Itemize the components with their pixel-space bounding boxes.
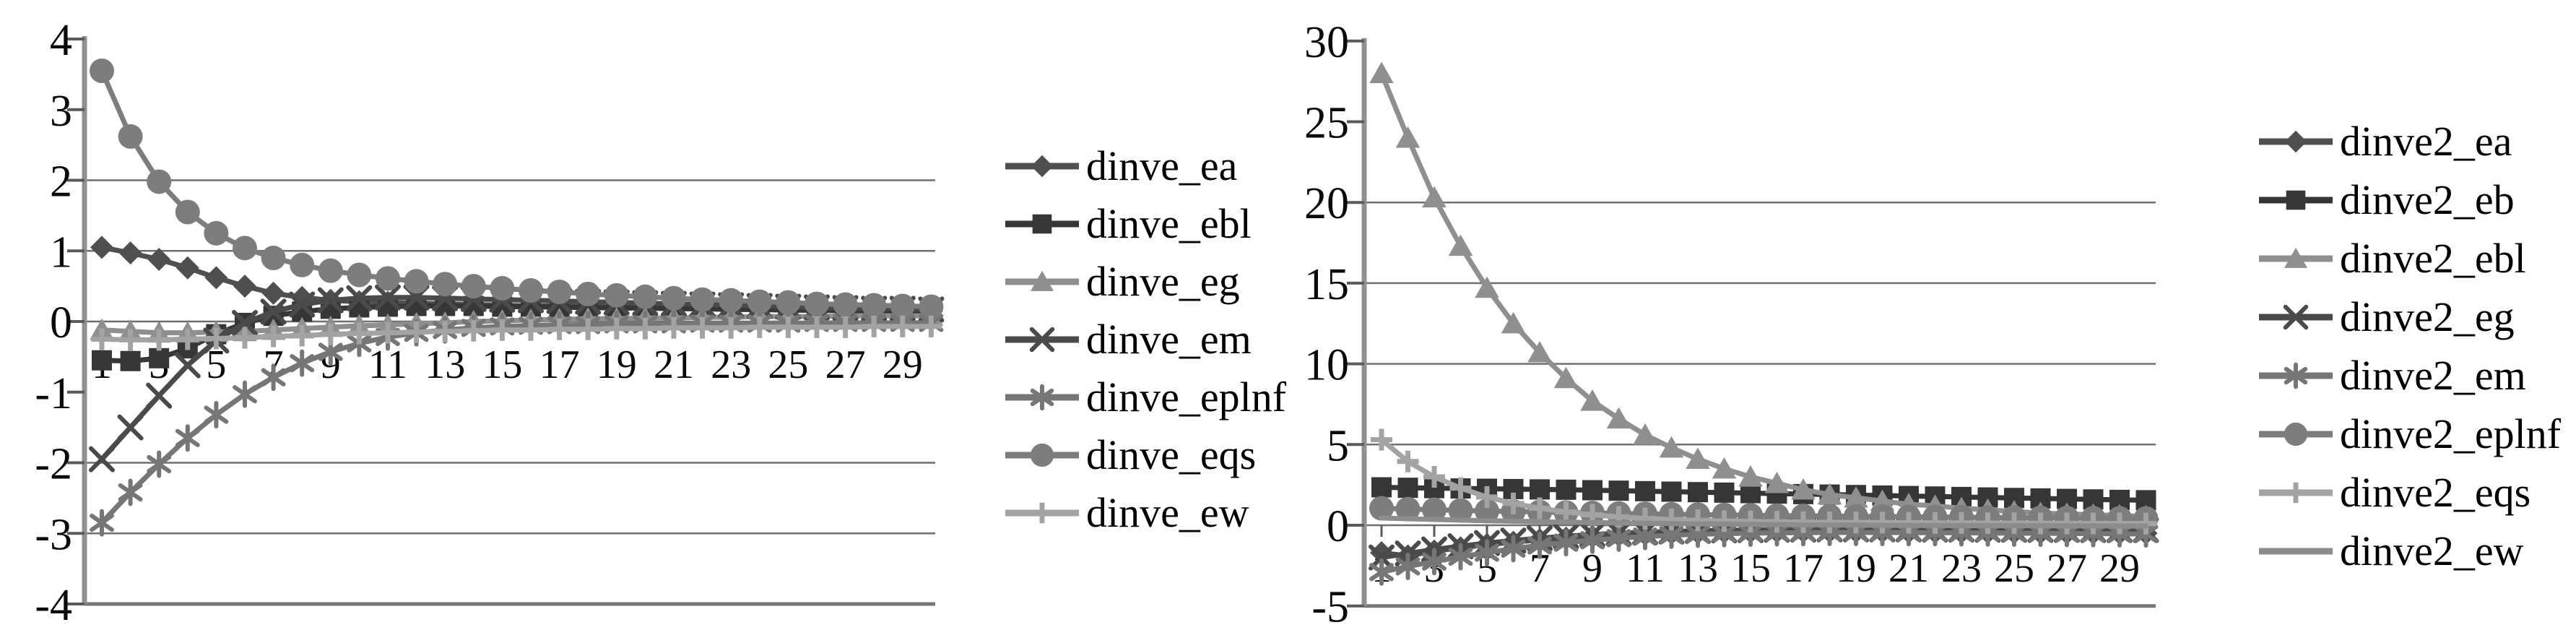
y-tick-label: 30	[1304, 18, 1349, 67]
x-tick-label: 19	[597, 342, 637, 387]
legend-item-dinve2_ebl: dinve2_ebl	[2259, 229, 2561, 288]
series-dinve_ew	[91, 315, 942, 351]
legend-label-dinve2_em: dinve2_em	[2340, 351, 2526, 399]
x-tick-label: 11	[1626, 546, 1665, 591]
legend-label-dinve_ew: dinve_ew	[1086, 489, 1249, 536]
y-tick-label: 0	[1327, 502, 1349, 551]
dinve_ew-legend-marker-icon	[1005, 502, 1079, 524]
x-tick-label: 19	[1836, 546, 1876, 591]
series-dinve2_ebl	[1369, 61, 2159, 527]
y-tick-label: -1	[35, 369, 72, 418]
y-axis-dinve: 4 3 2 1 0 -1 -2 -3 -4	[35, 16, 87, 630]
x-tick-label: 15	[482, 342, 522, 387]
legend-item-dinve2_ea: dinve2_ea	[2259, 112, 2561, 171]
y-tick-label: 1	[50, 228, 72, 277]
series-dinve2_ew	[1379, 515, 2148, 529]
legend-item-dinve_ebl: dinve_ebl	[1005, 195, 1286, 253]
legend-item-dinve_em: dinve_em	[1005, 311, 1286, 368]
dinve2_ea-legend-marker-icon	[2259, 130, 2333, 152]
legend-label-dinve2_ew: dinve2_ew	[2340, 527, 2524, 574]
legend-label-dinve2_ea: dinve2_ea	[2340, 117, 2512, 165]
legend-item-dinve2_em: dinve2_em	[2259, 346, 2561, 405]
x-tick-label: 15	[1730, 546, 1771, 591]
legend-label-dinve2_eg: dinve2_eg	[2340, 293, 2515, 340]
gridlines-dinve2	[1364, 201, 2156, 608]
y-tick-label: 10	[1304, 341, 1349, 390]
y-tick-label: 15	[1304, 260, 1349, 309]
legend-item-dinve2_eplnf: dinve2_eplnf	[2259, 405, 2561, 463]
x-tick-label: 27	[2047, 546, 2087, 591]
dinve2_eb-legend-marker-icon	[2259, 190, 2333, 210]
legend-label-dinve2_eplnf: dinve2_eplnf	[2340, 410, 2562, 457]
x-tick-label: 29	[2099, 546, 2140, 591]
y-tick-label: -4	[35, 581, 72, 630]
x-tick-label: 25	[768, 342, 808, 387]
legend-label-dinve_eplnf: dinve_eplnf	[1086, 374, 1287, 420]
dinve_ea-legend-marker-icon	[1005, 155, 1079, 178]
x-tick-label: 29	[882, 342, 923, 387]
x-tick-label: 17	[539, 342, 580, 387]
legend-item-dinve_ea: dinve_ea	[1005, 137, 1286, 195]
legend-label-dinve_em: dinve_em	[1086, 316, 1252, 363]
legend-item-dinve_eqs: dinve_eqs	[1005, 426, 1286, 484]
series-dinve2_eqs	[1371, 428, 2157, 535]
x-tick-label: 21	[1888, 546, 1929, 591]
x-tick-label: 13	[425, 342, 465, 387]
legend-label-dinve2_eb: dinve2_eb	[2340, 176, 2515, 223]
dinve_eplnf-legend-marker-icon	[1005, 384, 1079, 411]
legend-label-dinve_ea: dinve_ea	[1086, 142, 1238, 189]
left-chart-legend: dinve_ea dinve_ebl dinve_eg dinve_em dinve_e…	[1005, 137, 1286, 542]
legend-label-dinve2_eqs: dinve2_eqs	[2340, 468, 2531, 516]
y-tick-label: -2	[35, 440, 72, 489]
dinve2_eg-legend-marker-icon	[2259, 304, 2333, 329]
x-tick-label: 27	[825, 342, 866, 387]
y-tick-label: 5	[1327, 421, 1349, 470]
dinve_em-legend-marker-icon	[1005, 327, 1079, 353]
y-axis-dinve2: 30 25 20 15 10 5 0 -5	[1304, 18, 1367, 632]
dinve_eqs-legend-marker-icon	[1005, 443, 1079, 467]
legend-item-dinve_ew: dinve_ew	[1005, 484, 1286, 542]
y-tick-label: -3	[35, 510, 72, 559]
series-dinve_eqs	[90, 58, 944, 319]
dinve2_eqs-legend-marker-icon	[2259, 482, 2333, 503]
legend-item-dinve2_ew: dinve2_ew	[2259, 522, 2561, 580]
x-tick-label: 25	[1994, 546, 2034, 591]
x-tick-label: 23	[1941, 546, 1982, 591]
y-tick-label: -5	[1311, 583, 1349, 632]
x-tick-label: 23	[711, 342, 751, 387]
legend-item-dinve2_eqs: dinve2_eqs	[2259, 463, 2561, 522]
y-tick-label: 20	[1304, 179, 1349, 228]
x-tick-label: 17	[1783, 546, 1823, 591]
dinve2_ebl-legend-marker-icon	[2259, 247, 2333, 268]
x-tick-label: 13	[1678, 546, 1718, 591]
legend-item-dinve_eplnf: dinve_eplnf	[1005, 368, 1286, 426]
legend-label-dinve_eg: dinve_eg	[1086, 258, 1240, 305]
legend-item-dinve_eg: dinve_eg	[1005, 253, 1286, 311]
legend-item-dinve2_eg: dinve2_eg	[2259, 288, 2561, 346]
y-tick-label: 3	[50, 87, 72, 136]
dinve2_ew-legend-marker-icon	[2259, 548, 2333, 554]
y-tick-label: 0	[50, 298, 72, 348]
legend-label-dinve2_ebl: dinve2_ebl	[2340, 234, 2526, 282]
dinve_ebl-legend-marker-icon	[1005, 214, 1079, 234]
dinve2_em-legend-marker-icon	[2259, 362, 2333, 389]
y-tick-label: 2	[50, 157, 72, 207]
legend-label-dinve_eqs: dinve_eqs	[1086, 431, 1257, 478]
legend-label-dinve_ebl: dinve_ebl	[1086, 200, 1252, 247]
dinve_eg-legend-marker-icon	[1005, 270, 1079, 291]
x-tick-label: 21	[654, 342, 694, 387]
dinve2_eplnf-legend-marker-icon	[2259, 422, 2333, 446]
legend-item-dinve2_eb: dinve2_eb	[2259, 171, 2561, 229]
y-tick-label: 4	[50, 16, 72, 65]
y-tick-label: 25	[1304, 99, 1349, 148]
